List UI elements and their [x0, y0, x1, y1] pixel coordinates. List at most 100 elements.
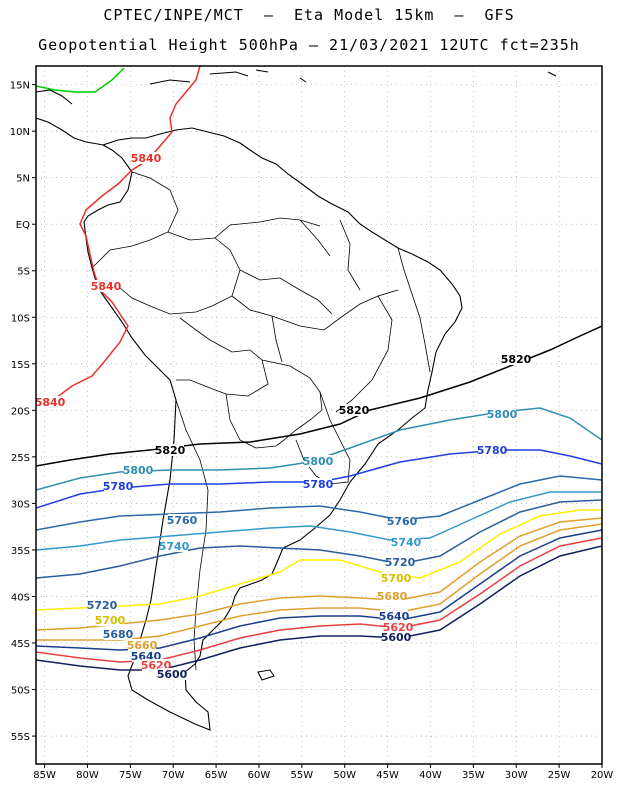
contour-label-5780-b: 5780	[303, 478, 334, 491]
contour-line-5700	[36, 509, 602, 611]
svg-text:5820: 5820	[501, 353, 532, 366]
contour-label-5600-b: 5600	[157, 668, 188, 681]
svg-text:5720: 5720	[385, 556, 416, 569]
country-borders	[91, 171, 431, 671]
contour-label-5660: 5660	[127, 639, 158, 652]
contour-label-5640-a: 5640	[379, 610, 410, 623]
title-line-2: Geopotential Height 500hPa – 21/03/2021 …	[38, 36, 580, 54]
latitude-labels: 15N 10N 5N EQ 5S 10S 15S 20S 25S 30S 35S 40S 45S 50S 5…	[10, 81, 36, 743]
contour-line-5600	[36, 545, 602, 671]
lat-tick-label: 55S	[11, 732, 30, 743]
contour-label-5720-a: 5720	[385, 556, 416, 569]
svg-text:5740: 5740	[159, 540, 190, 553]
lat-tick-label: 15S	[11, 360, 30, 371]
svg-text:5820: 5820	[155, 444, 186, 457]
lat-tick-label: 5S	[17, 267, 30, 278]
contour-line-5820	[36, 325, 602, 467]
contour-label-5780-a: 5780	[477, 444, 508, 457]
contour-line-5760	[36, 475, 602, 531]
svg-text:5820: 5820	[339, 404, 370, 417]
contour-label-5700-a: 5700	[381, 572, 412, 585]
lat-tick-label: 40S	[11, 592, 30, 603]
svg-text:5800: 5800	[123, 464, 154, 477]
lat-tick-label: 10N	[10, 127, 30, 138]
svg-text:5780: 5780	[103, 480, 134, 493]
central-america-coastline	[36, 89, 104, 146]
svg-text:5640: 5640	[379, 610, 410, 623]
svg-text:5780: 5780	[303, 478, 334, 491]
contour-label-5700-b: 5700	[95, 614, 126, 627]
contour-label-5840-a: 5840	[131, 152, 162, 165]
caribbean-islands	[149, 69, 557, 85]
svg-text:5660: 5660	[127, 639, 158, 652]
lon-tick-label: 85W	[33, 770, 56, 781]
svg-text:5800: 5800	[487, 408, 518, 421]
svg-text:5840: 5840	[131, 152, 162, 165]
lon-tick-label: 20W	[591, 770, 614, 781]
lon-tick-label: 30W	[505, 770, 528, 781]
lat-tick-label: 20S	[11, 406, 30, 417]
lon-tick-label: 45W	[376, 770, 399, 781]
lat-tick-label: 45S	[11, 639, 30, 650]
svg-text:5740: 5740	[391, 536, 422, 549]
contour-label-5800-b: 5800	[303, 455, 334, 468]
svg-text:5680: 5680	[103, 628, 134, 641]
lat-tick-label: 50S	[11, 686, 30, 697]
svg-text:5680: 5680	[377, 590, 408, 603]
svg-text:5800: 5800	[303, 455, 334, 468]
longitude-labels: 85W 80W 75W 70W 65W 60W 55W 50W 45W 40W 35W 30W 25W 2…	[33, 764, 613, 781]
svg-text:5600: 5600	[157, 668, 188, 681]
svg-text:5700: 5700	[381, 572, 412, 585]
contour-line-green	[36, 67, 125, 93]
lon-tick-label: 75W	[119, 770, 142, 781]
lat-tick-label: 30S	[11, 499, 30, 510]
contour-label-5620-a: 5620	[383, 621, 414, 634]
lon-tick-label: 25W	[548, 770, 571, 781]
contour-label-5600-a: 5600	[381, 631, 412, 644]
lon-tick-label: 55W	[291, 770, 314, 781]
lon-tick-label: 70W	[162, 770, 185, 781]
lon-tick-label: 65W	[205, 770, 228, 781]
contour-label-5760-a: 5760	[387, 515, 418, 528]
contour-label-5820-b: 5820	[339, 404, 370, 417]
svg-text:5840: 5840	[35, 396, 66, 409]
lat-tick-label: 10S	[11, 313, 30, 324]
south-america-coastline	[83, 127, 463, 731]
contour-line-5720	[36, 499, 602, 579]
plot-frame	[35, 65, 603, 765]
lon-tick-label: 40W	[419, 770, 442, 781]
contour-label-5780-c: 5780	[103, 480, 134, 493]
svg-text:5720: 5720	[87, 599, 118, 612]
contour-label-5840-b: 5840	[91, 280, 122, 293]
lat-tick-label: 5N	[16, 174, 30, 185]
contour-label-5800-c: 5800	[123, 464, 154, 477]
lat-tick-label: 35S	[11, 546, 30, 557]
lat-tick-label: 15N	[10, 81, 30, 92]
contour-label-5740-a: 5740	[391, 536, 422, 549]
contour-label-5740-b: 5740	[159, 540, 190, 553]
contour-label-5720-b: 5720	[87, 599, 118, 612]
svg-text:5620: 5620	[383, 621, 414, 634]
svg-text:5760: 5760	[387, 515, 418, 528]
contour-label-5820-a: 5820	[501, 353, 532, 366]
svg-text:5840: 5840	[91, 280, 122, 293]
lon-tick-label: 80W	[76, 770, 99, 781]
contour-line-5660	[36, 523, 602, 641]
lon-tick-label: 60W	[248, 770, 271, 781]
contour-line-5740	[36, 491, 602, 551]
svg-text:5780: 5780	[477, 444, 508, 457]
svg-text:5600: 5600	[381, 631, 412, 644]
contour-label-5680-b: 5680	[103, 628, 134, 641]
contour-line-5680	[36, 517, 602, 631]
svg-text:5700: 5700	[95, 614, 126, 627]
falkland-islands	[257, 669, 275, 681]
contour-label-5800-a: 5800	[487, 408, 518, 421]
lat-tick-label: 25S	[11, 453, 30, 464]
svg-text:5760: 5760	[167, 514, 198, 527]
contour-label-5760-b: 5760	[167, 514, 198, 527]
lon-tick-label: 35W	[462, 770, 485, 781]
contour-line-5840	[36, 66, 201, 405]
lon-tick-label: 50W	[333, 770, 356, 781]
lat-tick-label: EQ	[16, 220, 30, 231]
